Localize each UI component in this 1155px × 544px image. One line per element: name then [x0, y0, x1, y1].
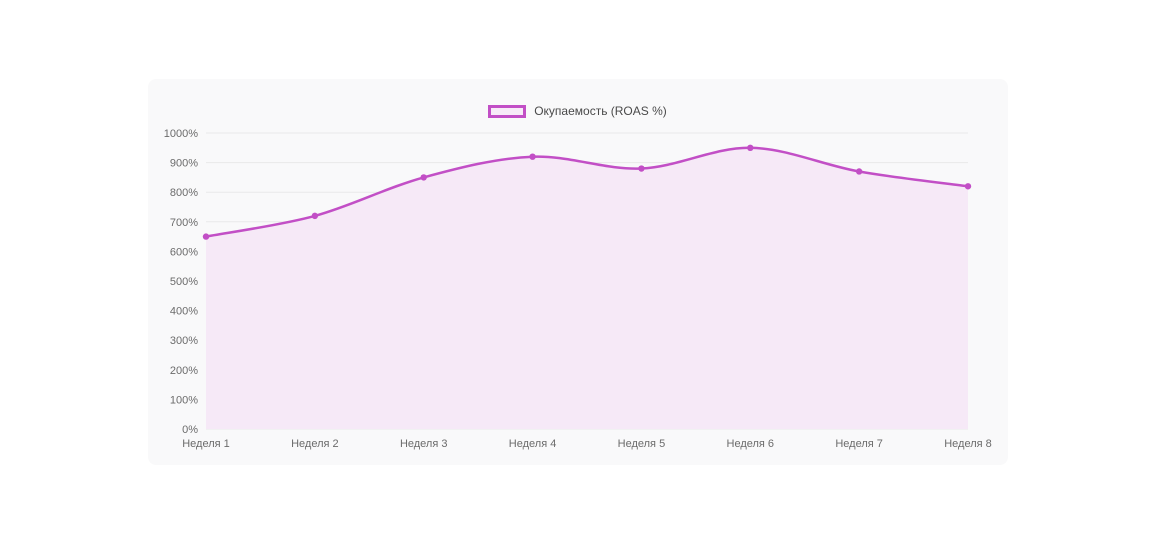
data-point [202, 233, 209, 240]
data-point [855, 168, 862, 175]
y-tick-label: 700% [169, 217, 197, 229]
series-area [205, 147, 968, 429]
series-line [204, 146, 969, 238]
y-tick-label: 500% [169, 276, 197, 288]
data-point [420, 174, 427, 181]
y-tick-label: 400% [169, 306, 197, 318]
y-tick-label: 300% [169, 335, 197, 347]
y-tick-label: 900% [169, 158, 197, 170]
chart-card: Окупаемость (ROAS %) 0% 100% 200% 300% 400% 5… [147, 79, 1008, 465]
data-point [637, 165, 645, 172]
roas-line-chart: 0% 100% 200% 300% 400% 500% 600% 700% 800% 900% 10… [163, 128, 992, 450]
legend-label: Окупаемость (ROAS %) [534, 104, 667, 118]
data-point [311, 212, 318, 220]
x-tick-label: Неделя 5 [617, 438, 665, 450]
x-tick-label: Неделя 4 [508, 438, 556, 450]
x-tick-label: Неделя 8 [944, 438, 992, 450]
x-tick-label: Неделя 7 [835, 438, 883, 450]
x-tick-label: Неделя 6 [726, 438, 774, 450]
y-tick-label: 600% [169, 246, 197, 258]
y-tick-label: 0% [182, 424, 198, 436]
legend-swatch-icon [488, 104, 527, 118]
x-tick-label: Неделя 2 [291, 438, 339, 450]
data-point [964, 183, 971, 190]
data-point [528, 153, 536, 160]
data-point [746, 144, 753, 151]
y-tick-label: 200% [169, 365, 197, 377]
x-tick-label: Неделя 1 [182, 438, 230, 450]
y-tick-label: 1000% [163, 128, 197, 140]
y-tick-label: 800% [169, 187, 197, 199]
y-tick-label: 100% [169, 394, 197, 406]
x-tick-label: Неделя 3 [399, 438, 447, 450]
chart-legend-item[interactable]: Окупаемость (ROAS %) [488, 101, 667, 121]
